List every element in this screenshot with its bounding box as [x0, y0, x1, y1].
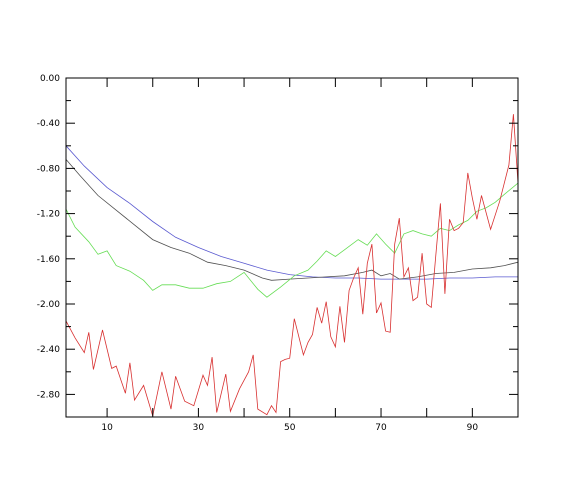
plot-frame	[65, 77, 519, 418]
y-tick-label: -1.60	[37, 255, 61, 265]
x-tick-label: 50	[284, 423, 296, 433]
series-line-2	[65, 159, 519, 281]
series-line-1	[65, 145, 518, 280]
x-tick-label: 90	[467, 423, 479, 433]
series-line-3	[65, 182, 519, 298]
y-tick-label: -0.40	[37, 119, 61, 129]
tick-layer	[66, 77, 519, 418]
series-line-4	[65, 114, 519, 417]
tick-label-layer: 10 30 50 70 90 0.00 -0.40 -0.80 -1.20 -1.60 -2.00 -…	[37, 74, 479, 433]
x-tick-label: 10	[101, 423, 113, 433]
y-tick-label: -2.00	[37, 300, 61, 310]
x-tick-label: 30	[193, 423, 205, 433]
y-tick-label: -1.20	[37, 210, 61, 220]
series-layer	[65, 114, 519, 417]
y-tick-label: 0.00	[40, 74, 60, 84]
y-tick-label: -2.40	[37, 345, 61, 355]
x-tick-label: 70	[375, 423, 387, 433]
y-tick-label: -2.80	[37, 390, 61, 400]
y-tick-label: -0.80	[37, 164, 61, 174]
